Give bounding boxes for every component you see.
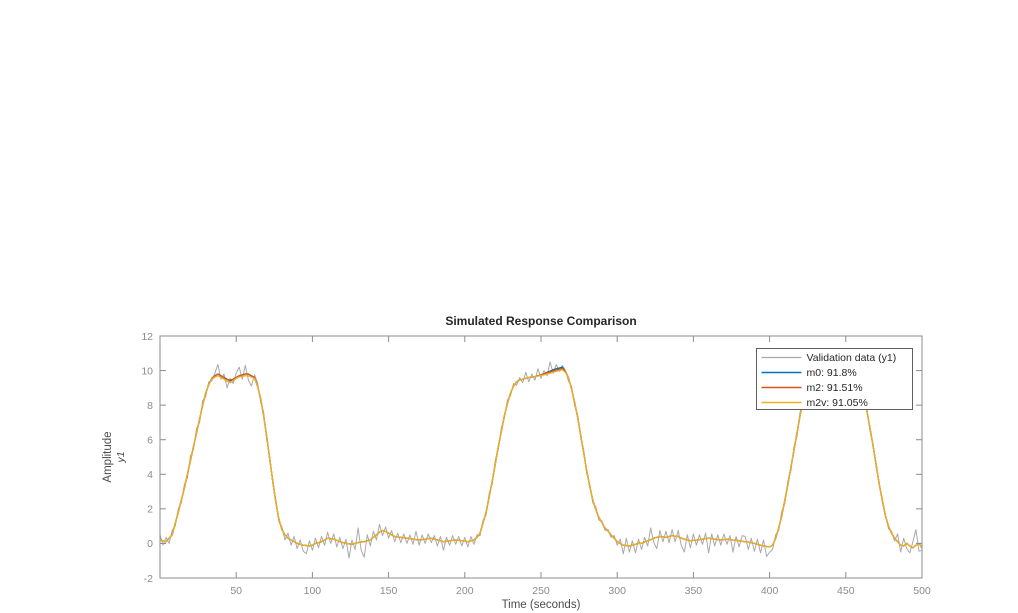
x-tick-label: 400 (761, 585, 779, 597)
y-tick-label: 0 (147, 538, 153, 550)
y-tick-label: 4 (147, 469, 153, 481)
x-tick-label: 250 (532, 585, 550, 597)
x-tick-label: 150 (380, 585, 398, 597)
x-tick-label: 500 (913, 585, 931, 597)
legend-label: m0: 91.8% (807, 367, 857, 379)
chart-title: Simulated Response Comparison (445, 314, 636, 328)
y-tick-label: 2 (147, 504, 153, 516)
y-tick-label: 6 (147, 435, 153, 447)
legend-box[interactable] (756, 348, 913, 410)
legend-label: m2: 91.51% (807, 382, 863, 394)
x-tick-label: 100 (304, 585, 322, 597)
x-tick-label: 350 (685, 585, 703, 597)
y-axis-label: Amplitude (102, 431, 114, 482)
x-tick-label: 450 (837, 585, 855, 597)
axes-box: 50 100 150 200 250 300 350 400 450 500 -2 0 2 4 6 8 10 12 (141, 331, 931, 597)
series-line (160, 369, 922, 549)
y-tick-label: -2 (144, 573, 153, 585)
y-axis-sublabel: y1 (115, 451, 127, 463)
y-tick-label: 8 (147, 400, 153, 412)
y-tick-label: 12 (141, 331, 153, 343)
legend-label: m2v: 91.05% (807, 397, 868, 409)
x-tick-label: 300 (608, 585, 626, 597)
x-tick-label: 50 (230, 585, 242, 597)
x-tick-label: 200 (456, 585, 474, 597)
legend-label: Validation data (y1) (807, 352, 897, 364)
y-tick-label: 10 (141, 365, 153, 377)
series-lines (160, 361, 922, 559)
legend[interactable]: Validation data (y1) m0: 91.8% m2: 91.51% m… (756, 348, 913, 410)
x-axis-label: Time (seconds) (502, 599, 581, 611)
